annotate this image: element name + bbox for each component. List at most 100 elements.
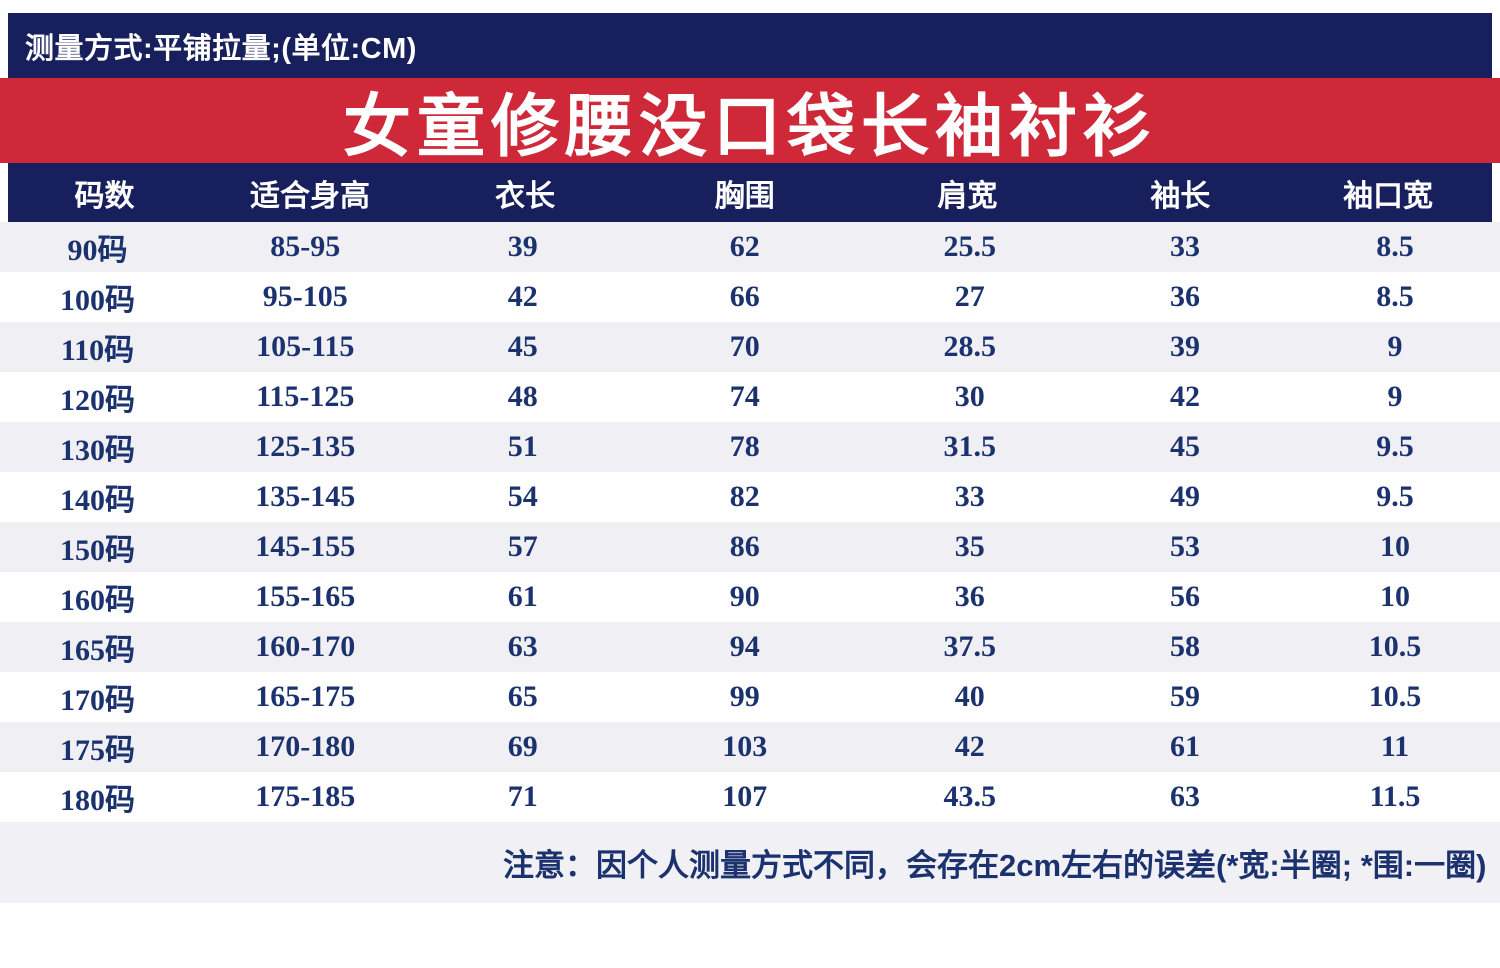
table-cell: 86 [729,530,760,563]
table-cell: 99 [729,680,760,713]
table-body: 90码 85-95 39 62 25.5 33 8.5 100码 95-105 42 66 27 36 8… [0,222,1500,822]
table-cell: 54 [507,480,538,513]
table-cell: 62 [729,230,760,263]
table-cell: 160码 [60,584,135,617]
table-cell: 145-155 [255,530,356,563]
note-band: 注意：因个人测量方式不同，会存在2cm左右的误差(*宽:半圈; *围:一圈) [0,822,1500,903]
table-cell: 25.5 [943,230,997,263]
table-cell: 42 [1170,380,1200,413]
table-cell: 175-185 [255,780,356,813]
column-header: 袖长 [1150,179,1211,213]
table-cell: 175码 [60,734,135,767]
table-row: 110码 105-115 45 70 28.5 39 9 [0,322,1500,372]
table-cell: 74 [729,380,760,413]
table-cell: 135-145 [255,480,356,513]
table-cell: 100码 [60,284,135,317]
table-cell: 140码 [60,484,135,517]
table-row: 150码 145-155 57 86 35 53 10 [0,522,1500,572]
measurement-method-bar: 测量方式:平铺拉量;(单位:CM) [8,13,1492,78]
column-header: 胸围 [714,179,775,213]
table-cell: 11 [1380,730,1410,763]
table-cell: 78 [729,430,760,463]
table-row: 140码 135-145 54 82 33 49 9.5 [0,472,1500,522]
table-cell: 33 [1170,230,1200,263]
column-header: 袖口宽 [1343,179,1434,213]
table-cell: 63 [1170,780,1200,813]
table-cell: 70 [729,330,760,363]
table-cell: 57 [507,530,538,563]
table-cell: 65 [507,680,538,713]
table-cell: 58 [1170,630,1200,663]
table-cell: 27 [954,280,985,313]
table-cell: 85-95 [270,230,341,263]
table-cell: 180码 [60,784,135,817]
table-cell: 125-135 [255,430,356,463]
table-cell: 28.5 [943,330,997,363]
note-text: 注意：因个人测量方式不同，会存在2cm左右的误差(*宽:半圈; *围:一圈) [503,848,1487,883]
table-cell: 82 [729,480,760,513]
table-row: 120码 115-125 48 74 30 42 9 [0,372,1500,422]
table-cell: 56 [1170,580,1200,613]
table-cell: 35 [954,530,985,563]
table-cell: 105-115 [256,330,355,363]
table-cell: 155-165 [255,580,356,613]
table-cell: 61 [1170,730,1200,763]
table-cell: 48 [507,380,538,413]
table-cell: 39 [507,230,538,263]
table-cell: 66 [729,280,760,313]
table-cell: 165码 [60,634,135,667]
table-cell: 33 [954,480,985,513]
product-title: 女童修腰没口袋长袖衬衫 [342,89,1157,165]
column-header: 衣长 [495,179,556,213]
title-banner: 女童修腰没口袋长袖衬衫 [0,78,1500,165]
table-cell: 45 [507,330,538,363]
table-cell: 40 [954,680,985,713]
table-cell: 11.5 [1369,780,1421,813]
table-cell: 9 [1387,380,1403,413]
table-cell: 170-180 [255,730,356,763]
table-cell: 37.5 [943,630,997,663]
table-cell: 69 [507,730,538,763]
table-cell: 10 [1380,530,1410,563]
table-cell: 90 [729,580,760,613]
table-cell: 9.5 [1376,430,1414,463]
table-cell: 10.5 [1368,680,1422,713]
table-cell: 63 [507,630,538,663]
table-cell: 30 [954,380,985,413]
table-cell: 42 [954,730,985,763]
table-cell: 103 [722,730,768,763]
table-row: 160码 155-165 61 90 36 56 10 [0,572,1500,622]
table-row: 90码 85-95 39 62 25.5 33 8.5 [0,222,1500,272]
table-row: 165码 160-170 63 94 37.5 58 10.5 [0,622,1500,672]
table-cell: 42 [507,280,538,313]
table-cell: 39 [1170,330,1200,363]
table-row: 130码 125-135 51 78 31.5 45 9.5 [0,422,1500,472]
table-row: 170码 165-175 65 99 40 59 10.5 [0,672,1500,722]
table-cell: 51 [507,430,538,463]
table-cell: 170码 [60,684,135,717]
table-cell: 120码 [60,384,135,417]
table-cell: 130码 [60,434,135,467]
column-header: 肩宽 [937,179,998,213]
table-cell: 36 [1170,280,1200,313]
size-chart-page: 测量方式:平铺拉量;(单位:CM) 女童修腰没口袋长袖衬衫 码数 适合身高 衣长 胸围… [0,13,1500,968]
table-cell: 94 [729,630,760,663]
column-header: 适合身高 [249,179,370,213]
table-cell: 150码 [60,534,135,567]
table-cell: 9.5 [1376,480,1414,513]
table-cell: 61 [507,580,538,613]
table-cell: 8.5 [1376,280,1414,313]
table-cell: 8.5 [1376,230,1414,263]
measurement-method-text: 测量方式:平铺拉量;(单位:CM) [25,32,417,65]
table-cell: 115-125 [256,380,355,413]
table-cell: 90码 [67,234,128,267]
table-cell: 10.5 [1368,630,1422,663]
table-cell: 59 [1170,680,1200,713]
table-cell: 165-175 [255,680,356,713]
table-cell: 107 [722,780,768,813]
table-cell: 10 [1380,580,1410,613]
table-cell: 71 [507,780,538,813]
table-cell: 160-170 [255,630,356,663]
table-cell: 95-105 [262,280,348,313]
table-cell: 9 [1387,330,1403,363]
